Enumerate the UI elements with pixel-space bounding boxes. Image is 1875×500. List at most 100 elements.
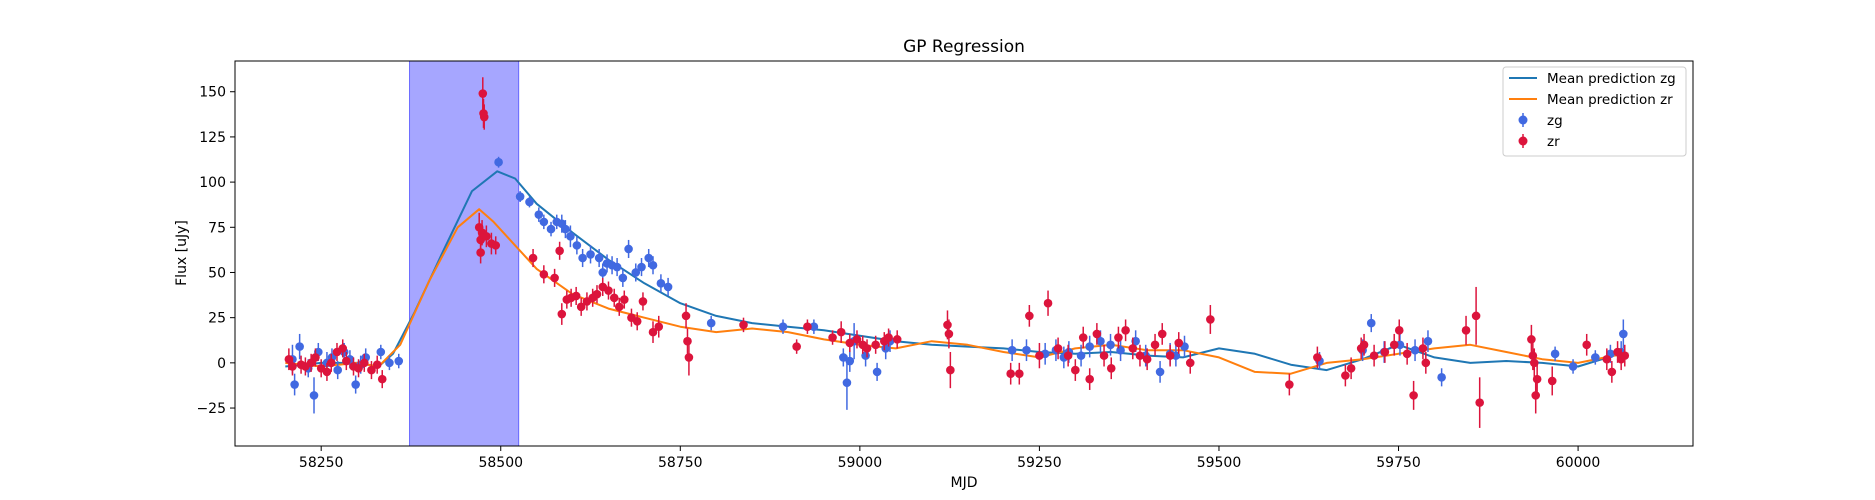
y-axis-label: Flux [uJy] xyxy=(174,220,190,286)
data-point-zr xyxy=(1099,351,1109,360)
y-tick-label: 100 xyxy=(199,175,226,191)
data-point-zr xyxy=(862,344,872,353)
data-point-zg xyxy=(295,342,304,351)
legend-swatch-zg xyxy=(1518,115,1528,125)
data-point-zr xyxy=(1461,326,1471,335)
data-point-zr xyxy=(1547,376,1557,386)
x-tick-label: 59750 xyxy=(1376,455,1421,471)
data-point-zr xyxy=(1602,354,1612,364)
data-point-zr xyxy=(845,338,855,348)
data-point-zr xyxy=(476,248,485,257)
data-point-zr xyxy=(1165,351,1175,360)
data-point-zr xyxy=(555,246,564,256)
data-point-zr xyxy=(1409,391,1418,400)
data-point-zr xyxy=(604,286,613,295)
data-point-zr xyxy=(311,353,320,362)
data-point-zr xyxy=(1063,351,1073,360)
x-tick-label: 58750 xyxy=(658,455,703,471)
data-point-zr xyxy=(684,353,694,362)
data-point-zg xyxy=(648,260,658,270)
legend: Mean prediction zg Mean prediction zr zg… xyxy=(1502,66,1687,157)
data-point-zr xyxy=(576,302,586,312)
data-point-zr xyxy=(1528,351,1538,360)
data-point-zr xyxy=(1532,374,1542,384)
data-point-zr xyxy=(1157,329,1167,339)
data-point-zr xyxy=(1471,311,1481,321)
data-point-zr xyxy=(1035,351,1044,360)
data-point-zg xyxy=(1096,336,1105,346)
data-point-zr xyxy=(478,89,488,98)
axes-frame xyxy=(234,60,1694,447)
data-point-zr xyxy=(338,344,348,353)
legend-label-mean-zg: Mean prediction zg xyxy=(1547,71,1676,87)
data-point-zg xyxy=(1076,351,1086,360)
data-point-zr xyxy=(322,367,332,377)
data-point-zr xyxy=(884,333,893,342)
data-point-zr xyxy=(944,329,954,339)
data-point-zg xyxy=(561,224,570,234)
data-point-zr xyxy=(943,320,952,330)
data-point-zg xyxy=(842,378,852,388)
data-point-zg xyxy=(566,232,575,241)
data-point-zr xyxy=(1620,351,1630,360)
data-point-zg xyxy=(1007,345,1017,355)
data-point-zg xyxy=(637,262,646,272)
data-point-zr xyxy=(1078,333,1088,342)
points-zr xyxy=(284,77,1630,428)
x-tick-label: 59500 xyxy=(1197,455,1242,471)
y-tick-label: 50 xyxy=(208,265,226,281)
data-point-zr xyxy=(1071,365,1080,375)
data-point-zr xyxy=(1085,374,1094,384)
data-point-zr xyxy=(1369,351,1379,360)
data-point-zr xyxy=(1135,351,1145,360)
data-point-zg xyxy=(1619,329,1628,339)
data-point-zr xyxy=(557,309,567,319)
y-tick-label: 25 xyxy=(208,311,226,327)
data-point-zg xyxy=(624,244,633,254)
data-point-zr xyxy=(792,342,801,351)
data-point-zg xyxy=(839,353,848,362)
y-tick-label: −25 xyxy=(196,401,226,417)
plot-area xyxy=(284,60,1630,447)
mean-line-zg xyxy=(285,170,1629,372)
data-point-zg xyxy=(586,250,595,259)
data-point-zg xyxy=(546,224,556,234)
data-point-zr xyxy=(739,320,748,330)
data-point-zg xyxy=(845,356,855,366)
data-point-zr xyxy=(852,335,862,344)
data-point-zr xyxy=(609,293,619,303)
data-point-zr xyxy=(1043,298,1053,308)
data-point-zr xyxy=(539,269,549,279)
data-point-zg xyxy=(1591,353,1600,362)
data-point-zr xyxy=(1185,358,1195,368)
data-point-zr xyxy=(648,327,658,337)
data-point-zg xyxy=(1155,367,1165,377)
x-tick-label: 60000 xyxy=(1556,455,1601,471)
data-point-zr xyxy=(550,273,559,283)
legend-swatch-zr xyxy=(1518,136,1528,146)
x-tick-label: 58500 xyxy=(478,455,523,471)
data-point-zr xyxy=(1475,398,1484,407)
data-point-zr xyxy=(1421,358,1431,368)
x-tick-label: 59000 xyxy=(838,455,883,471)
data-point-zg xyxy=(1410,345,1420,355)
x-tick-label: 59250 xyxy=(1017,455,1062,471)
data-point-zr xyxy=(1389,340,1399,350)
data-point-zr xyxy=(1313,353,1322,362)
data-point-zg xyxy=(809,322,819,332)
data-point-zr xyxy=(1285,380,1294,389)
data-point-zr xyxy=(284,354,294,364)
data-point-zr xyxy=(619,295,629,304)
data-point-zg xyxy=(385,358,394,368)
data-point-zg xyxy=(1568,362,1578,371)
data-point-zr xyxy=(288,362,297,371)
data-point-zr xyxy=(1607,367,1617,377)
data-point-zg xyxy=(290,380,299,389)
data-point-zr xyxy=(1114,333,1123,342)
y-tick-label: 125 xyxy=(199,130,226,146)
shaded-region xyxy=(409,60,520,447)
data-point-zg xyxy=(1366,318,1376,328)
data-point-zr xyxy=(1025,311,1034,321)
data-point-zr xyxy=(592,289,602,299)
data-point-zr xyxy=(1150,340,1160,350)
